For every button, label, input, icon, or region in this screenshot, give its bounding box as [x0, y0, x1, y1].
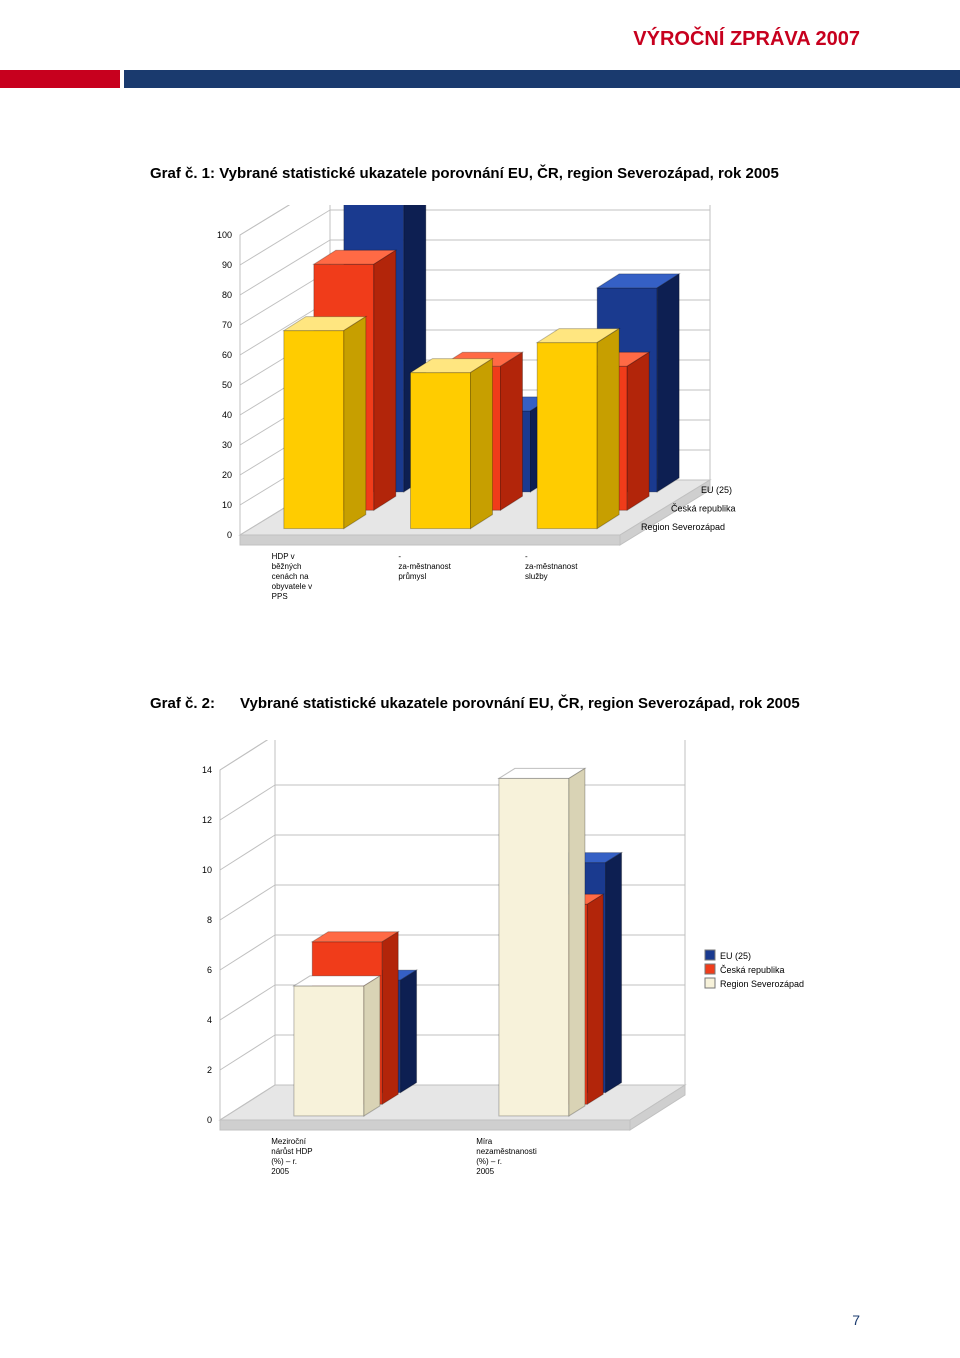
svg-text:běžných: běžných — [272, 562, 302, 571]
chart1-title: Graf č. 1: Vybrané statistické ukazatele… — [150, 165, 779, 182]
svg-text:průmysl: průmysl — [398, 572, 426, 581]
svg-text:HDP v: HDP v — [272, 552, 295, 561]
svg-text:(%) – r.: (%) – r. — [271, 1157, 297, 1166]
header-stripe-red — [0, 70, 120, 88]
svg-text:Meziroční: Meziroční — [271, 1137, 306, 1146]
header-stripe — [0, 70, 960, 88]
svg-text:10: 10 — [222, 500, 232, 510]
svg-text:-: - — [525, 552, 528, 561]
svg-text:cenách na: cenách na — [272, 572, 309, 581]
svg-text:70: 70 — [222, 320, 232, 330]
svg-text:za-městnanost: za-městnanost — [525, 562, 578, 571]
svg-text:EU (25): EU (25) — [720, 951, 751, 961]
svg-text:40: 40 — [222, 410, 232, 420]
svg-text:nezaměstnanosti: nezaměstnanosti — [476, 1147, 537, 1156]
svg-text:12: 12 — [202, 815, 212, 825]
svg-text:(%) – r.: (%) – r. — [476, 1157, 502, 1166]
svg-text:0: 0 — [227, 530, 232, 540]
svg-text:Region Severozápad: Region Severozápad — [720, 979, 804, 989]
svg-text:2005: 2005 — [271, 1167, 289, 1176]
svg-text:10: 10 — [202, 865, 212, 875]
svg-text:PPS: PPS — [272, 592, 288, 601]
svg-text:14: 14 — [202, 765, 212, 775]
svg-text:služby: služby — [525, 572, 548, 581]
chart1-title-rest: Vybrané statistické ukazatele porovnání … — [219, 165, 779, 182]
chart2: 02468101214Meziročnínárůst HDP(%) – r.20… — [150, 740, 850, 1210]
svg-text:20: 20 — [222, 470, 232, 480]
page-header-title: VÝROČNÍ ZPRÁVA 2007 — [633, 28, 860, 51]
svg-text:EU (25): EU (25) — [701, 485, 732, 495]
svg-text:0: 0 — [207, 1115, 212, 1125]
svg-text:50: 50 — [222, 380, 232, 390]
svg-text:za-městnanost: za-městnanost — [398, 562, 451, 571]
svg-text:Česká republika: Česká republika — [720, 965, 785, 975]
svg-text:8: 8 — [207, 915, 212, 925]
svg-text:-: - — [398, 552, 401, 561]
svg-text:80: 80 — [222, 290, 232, 300]
chart2-title: Graf č. 2: Vybrané statistické ukazatele… — [150, 695, 800, 712]
svg-text:nárůst HDP: nárůst HDP — [271, 1147, 312, 1156]
header-stripe-blue — [124, 70, 960, 88]
svg-text:100: 100 — [217, 230, 232, 240]
svg-text:Míra: Míra — [476, 1137, 493, 1146]
svg-text:90: 90 — [222, 260, 232, 270]
svg-text:Region Severozápad: Region Severozápad — [641, 522, 725, 532]
svg-text:obyvatele v: obyvatele v — [272, 582, 312, 591]
svg-text:4: 4 — [207, 1015, 212, 1025]
svg-text:6: 6 — [207, 965, 212, 975]
svg-text:60: 60 — [222, 350, 232, 360]
page-number: 7 — [852, 1312, 860, 1328]
chart1-title-prefix: Graf č. 1: — [150, 165, 215, 182]
svg-text:2005: 2005 — [476, 1167, 494, 1176]
svg-text:2: 2 — [207, 1065, 212, 1075]
chart2-title-prefix: Graf č. 2: — [150, 695, 215, 712]
svg-text:30: 30 — [222, 440, 232, 450]
chart2-title-rest: Vybrané statistické ukazatele porovnání … — [240, 695, 800, 712]
svg-text:Česká republika: Česká republika — [671, 504, 736, 514]
chart1: 0 10 20 30 40 50 60 70 80 90 100 HDP vběžnýchcenách… — [180, 205, 840, 635]
